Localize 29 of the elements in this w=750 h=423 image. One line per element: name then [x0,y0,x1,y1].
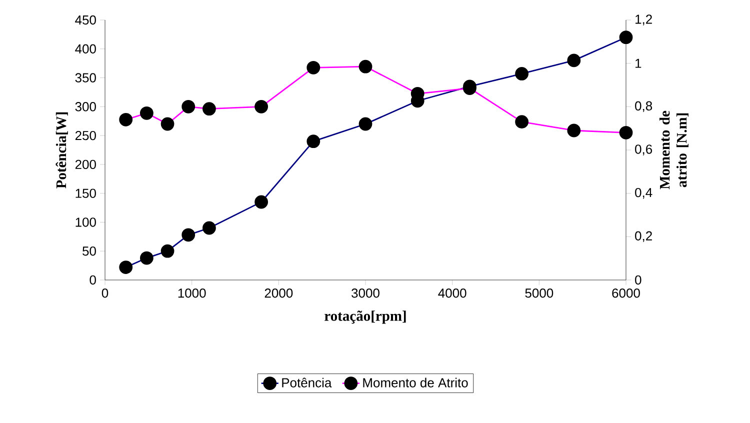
y-tick-label: 400 [75,44,96,54]
y-tick-label: 100 [76,218,96,227]
x-axis-title: rotação[rpm] [324,310,406,324]
y-axis-title: Potência[W] [56,112,68,188]
y2-tick-label: 0,6 [635,144,652,156]
y-tick-label: 300 [75,102,96,112]
y2-tick-label: 0 [635,275,642,285]
x-tick-label: 4000 [438,288,466,298]
legend-label: Potência [282,378,332,388]
x-tick-label: 3000 [352,288,380,298]
y-tick-label: 250 [75,130,96,140]
y2-tick-label: 1,2 [636,14,652,26]
legend-label: Momento de Atrito [363,378,468,388]
x-tick-label: 6000 [612,288,640,298]
y2-tick-label: 0,2 [635,231,652,242]
x-tick-label: 2000 [264,288,293,298]
y-tick-label: 450 [75,15,96,25]
x-tick-label: 0 [102,288,108,298]
y2-tick-label: 0,8 [635,101,652,112]
x-tick-label: 5000 [525,288,554,298]
x-tick-label: 1000 [178,288,206,298]
y-tick-label: 350 [75,73,96,82]
y2-tick-label: 1 [636,58,642,68]
y-tick-label: 200 [75,160,96,170]
y-tick-label: 0 [90,275,96,285]
y-tick-label: 150 [76,188,96,198]
y-tick-label: 50 [82,246,96,256]
y2-axis-title: Momento de atrito [N.m] [659,110,688,190]
y2-tick-label: 0,4 [635,188,652,199]
